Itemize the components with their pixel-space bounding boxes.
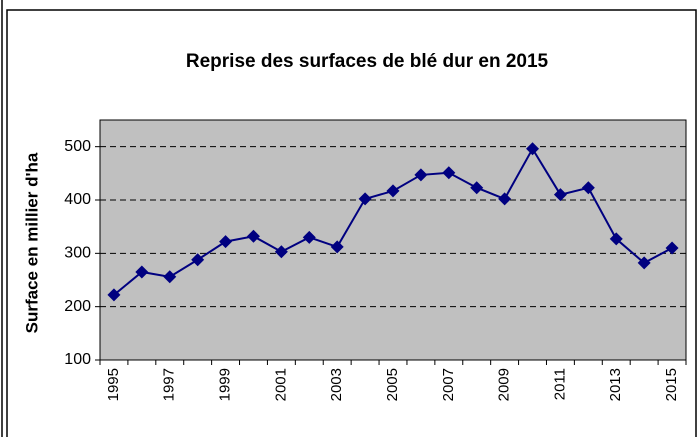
marker <box>526 142 540 156</box>
x-tick-label: 2011 <box>551 368 568 400</box>
marker <box>246 229 260 243</box>
marker <box>386 184 400 198</box>
marker <box>470 181 484 195</box>
y-tick-label: 400 <box>64 191 91 208</box>
marker <box>358 192 372 206</box>
marker <box>330 240 344 254</box>
marker <box>274 245 288 259</box>
marker <box>191 253 205 267</box>
marker <box>163 270 177 284</box>
marker <box>219 235 233 249</box>
x-tick-label: 2015 <box>663 368 680 401</box>
y-tick-label: 500 <box>64 138 91 155</box>
marker <box>414 168 428 182</box>
chart-frame <box>6 9 697 437</box>
marker <box>665 241 679 255</box>
y-axis-label: Surface en millier d'ha <box>22 152 41 333</box>
marker <box>637 256 651 270</box>
marker <box>609 232 623 246</box>
x-tick-label: 1999 <box>217 368 234 401</box>
marker <box>553 188 567 202</box>
x-tick-label: 2009 <box>496 368 513 401</box>
marker <box>442 166 456 180</box>
marker <box>498 192 512 206</box>
x-tick-label: 2001 <box>272 368 289 401</box>
x-tick-label: 2007 <box>440 368 457 401</box>
y-tick-label: 200 <box>64 298 91 315</box>
plot-area <box>99 119 687 361</box>
x-tick-label: 2005 <box>384 368 401 401</box>
x-tick-label: 2013 <box>607 368 624 401</box>
marker <box>107 288 121 302</box>
y-tick-label: 300 <box>64 245 91 262</box>
y-tick-label: 100 <box>64 351 91 368</box>
x-tick-label: 1997 <box>161 368 178 401</box>
chart-title: Reprise des surfaces de blé dur en 2015 <box>186 51 549 72</box>
marker <box>302 230 316 244</box>
marker <box>135 265 149 279</box>
x-tick-label: 2003 <box>328 368 345 401</box>
marker <box>581 181 595 195</box>
x-tick-label: 1995 <box>105 368 122 401</box>
